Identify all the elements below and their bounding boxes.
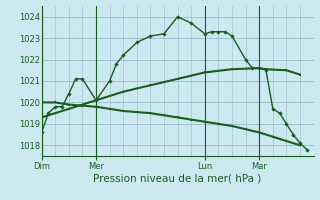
X-axis label: Pression niveau de la mer( hPa ): Pression niveau de la mer( hPa ) — [93, 173, 262, 183]
